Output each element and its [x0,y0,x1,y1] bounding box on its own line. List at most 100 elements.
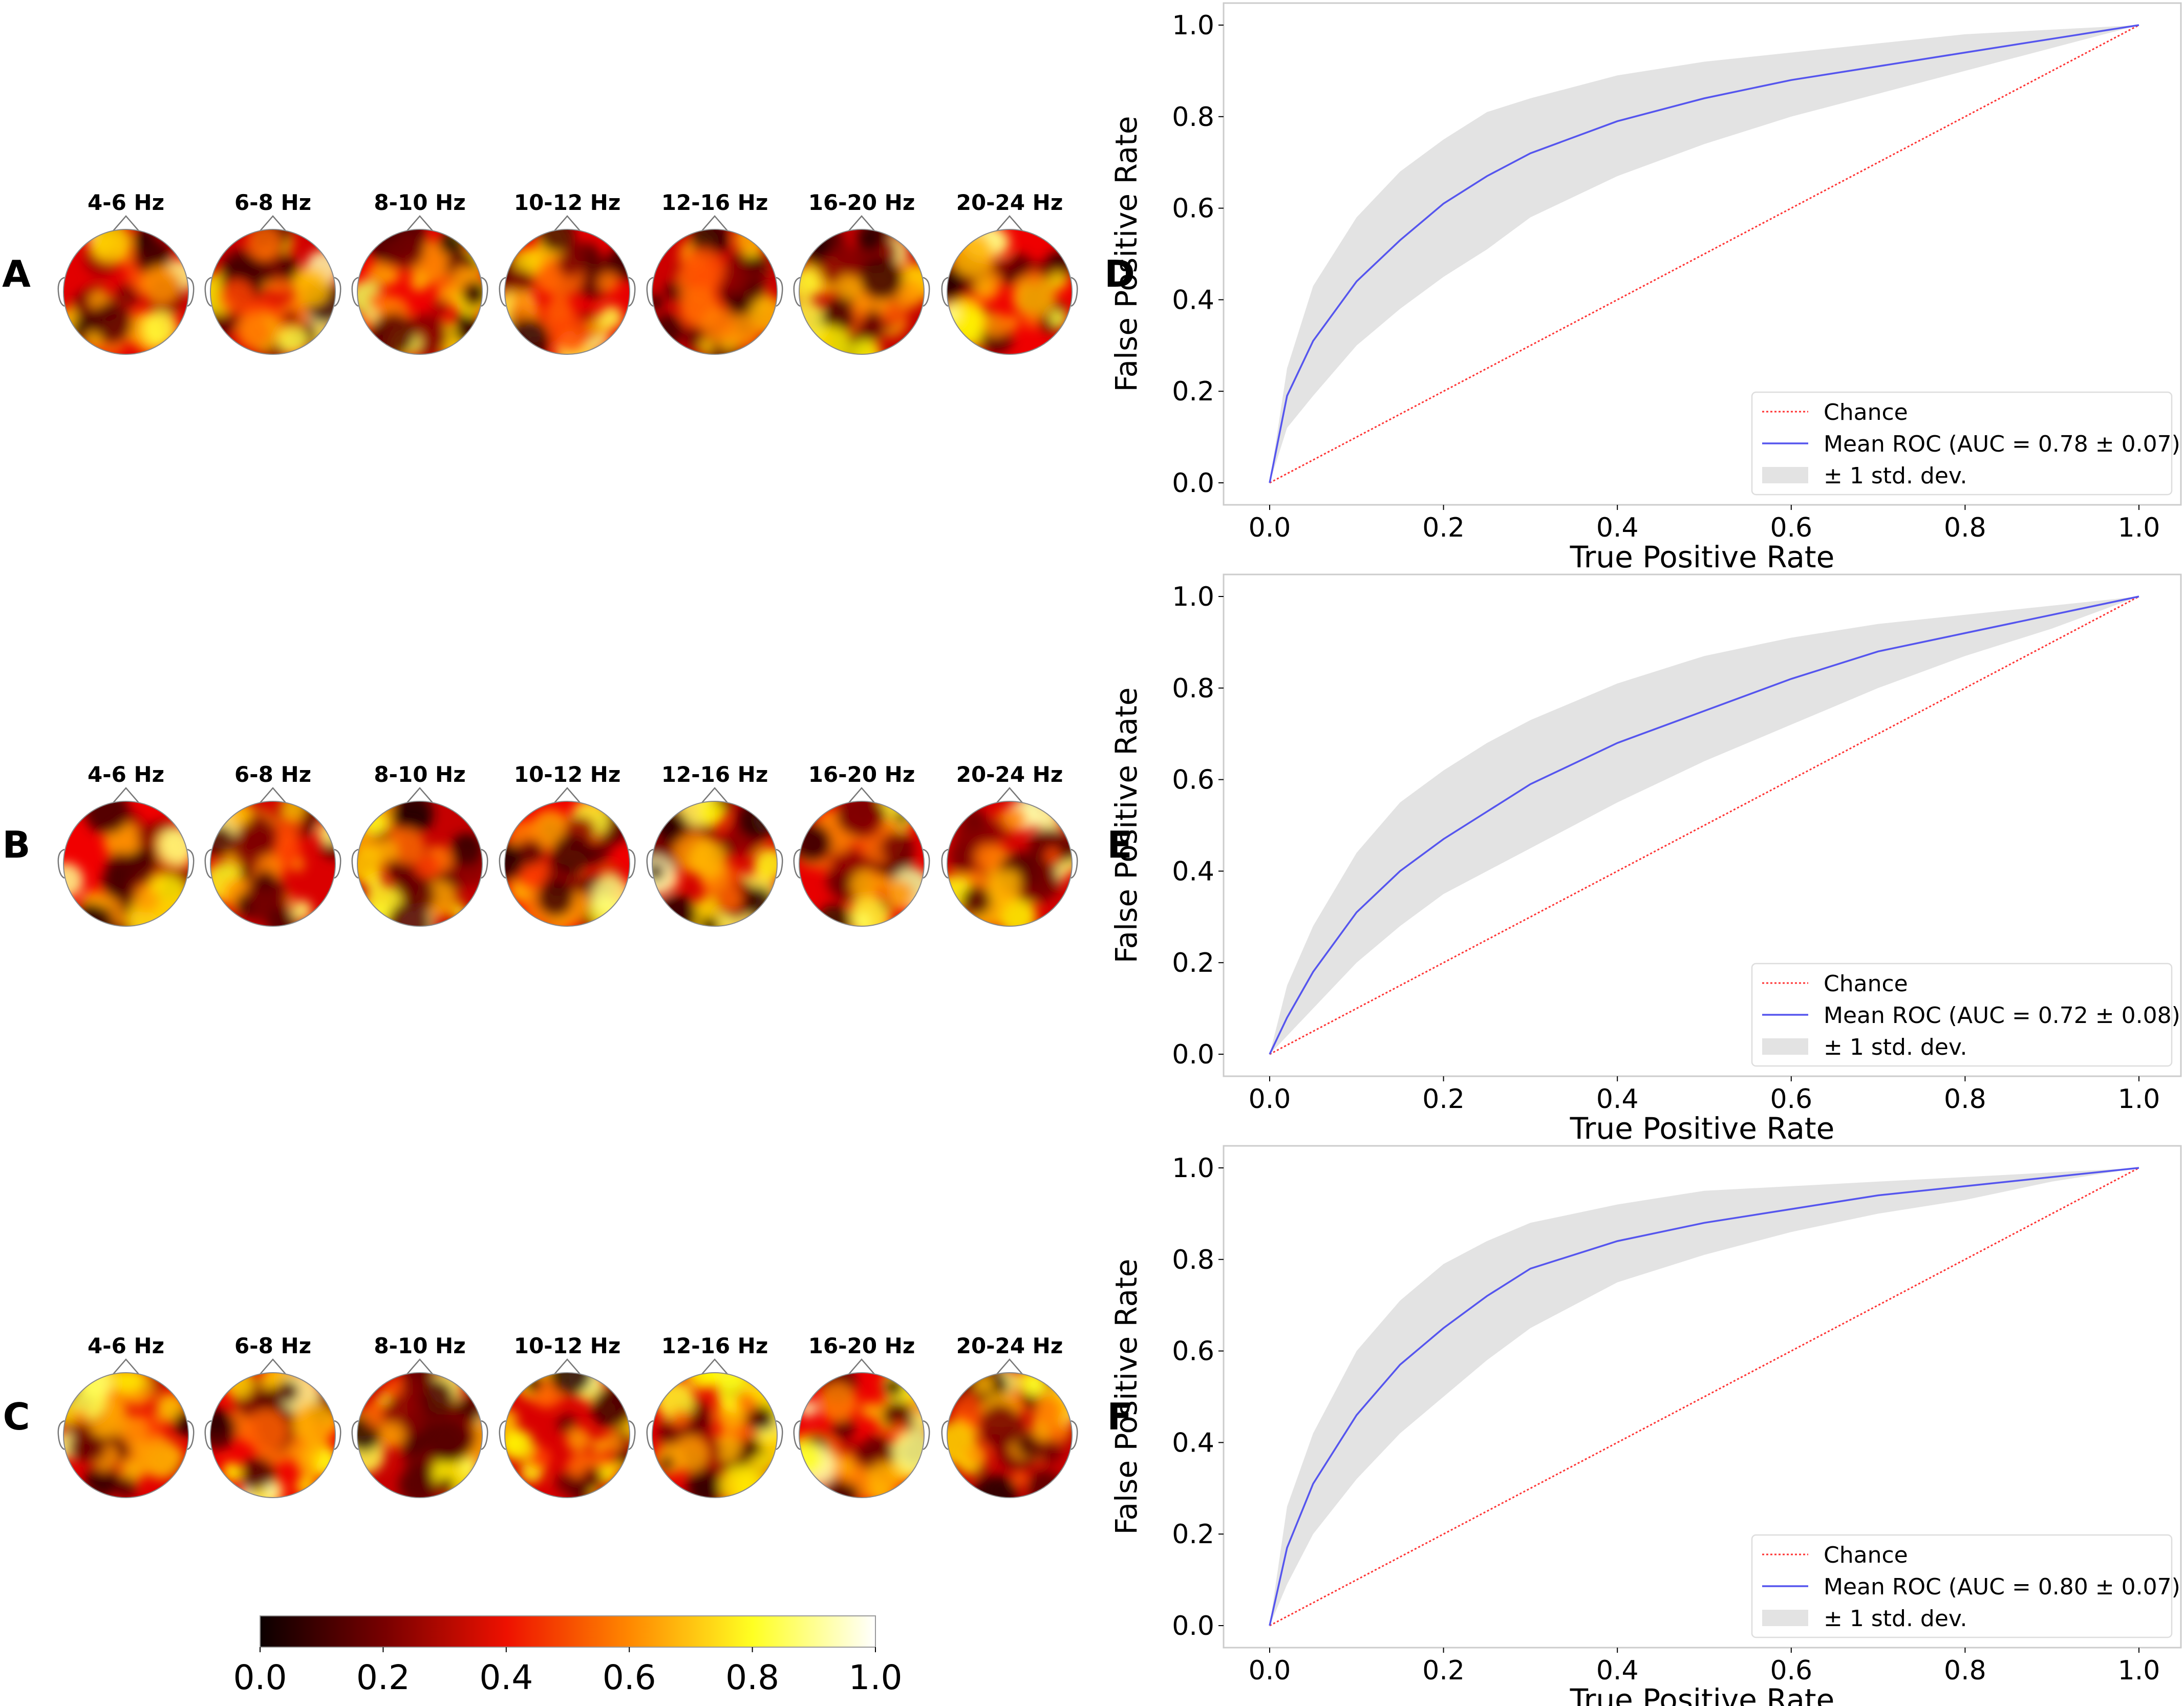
head-outline [652,229,778,355]
left-ear-outline [351,848,359,879]
left-ear-outline [793,276,801,307]
nose-outline [112,787,140,804]
x-tick-label: 1.0 [2118,513,2160,543]
topomap-label: 10-12 Hz [514,762,621,787]
x-tick-label: 0.6 [1770,513,1812,543]
right-ear-outline [334,1420,341,1451]
legend-entry: ± 1 std. dev. [1824,1606,1967,1632]
head-outline [210,1372,336,1498]
plot-frame [1223,2,2182,506]
head-outline [210,801,336,927]
colorbar-gradient [260,1615,876,1648]
legend-swatch-band [1762,467,1808,483]
head-outline [799,1372,925,1498]
panel-letter-f: F [1107,1395,1132,1438]
topomap-label: 10-12 Hz [514,1333,621,1358]
head-outline [63,229,189,355]
right-ear-outline [1070,1420,1078,1451]
y-tick-label: 0.4 [1172,285,1214,315]
head-outline [799,801,925,927]
colorbar-tick-label: 0.0 [233,1658,287,1697]
nose-outline [848,787,875,804]
y-tick-label: 1.0 [1172,1153,1214,1184]
legend-entry: Chance [1824,1542,1908,1568]
x-tick-label: 0.2 [1422,1655,1465,1686]
x-tick-label: 0.0 [1249,1084,1291,1115]
nose-outline [406,215,434,232]
topomap-label: 12-16 Hz [661,190,768,215]
head-outline [504,1372,630,1498]
x-tick-label: 0.0 [1249,1655,1291,1686]
left-ear-outline [351,276,359,307]
left-ear-outline [204,276,212,307]
left-ear-outline [646,848,654,879]
nose-outline [701,1358,729,1375]
roc-chart-d: 0.0 0.2 0.4 0.6 0.8 1.0 0.0 0.2 0.4 0.6 0.8 1.0 True… [1109,2,2182,574]
legend: Chance Mean ROC (AUC = 0.72 ± 0.08) ± 1 st… [1751,963,2180,1067]
topomap-c-4: 10-12 Hz [499,1333,636,1498]
topomap-label: 6-8 Hz [234,762,311,787]
topomap-a-7: 20-24 Hz [941,190,1078,355]
y-tick-label: 0.0 [1172,468,1214,499]
nose-outline [553,1358,581,1375]
roc-chart-e: 0.0 0.2 0.4 0.6 0.8 1.0 0.0 0.2 0.4 0.6 0.8 1.0 True… [1109,573,2182,1146]
mean-roc-line [1269,24,2139,483]
y-tick-label: 0.6 [1172,1336,1214,1367]
y-tick-label: 0.4 [1172,856,1214,887]
colorbar: 0.0 0.2 0.4 0.6 0.8 1.0 [233,1615,902,1697]
topomap-a-5: 12-16 Hz [646,190,783,355]
roc-chart-f: 0.0 0.2 0.4 0.6 0.8 1.0 0.0 0.2 0.4 0.6 0.8 1.0 True… [1109,1145,2182,1706]
plot-frame [1223,1145,2182,1649]
right-ear-outline [481,276,488,307]
y-axis-label: False Positive Rate [1109,116,1144,392]
x-tick-label: 0.4 [1596,1655,1639,1686]
topomap-grid: 4-6 Hz 6-8 Hz 8-10 Hz 10-12 Hz 12-16 Hz 16-20… [57,190,1078,1498]
topomap-b-2: 6-8 Hz [204,762,341,927]
panel-letter-b: B [3,823,31,866]
mean-roc-line [1269,1167,2139,1626]
panel-letter-e: E [1107,823,1132,866]
nose-outline [259,215,287,232]
left-ear-outline [351,1420,359,1451]
topomap-c-2: 6-8 Hz [204,1333,341,1498]
topomap-a-1: 4-6 Hz [57,190,195,355]
topomap-b-1: 4-6 Hz [57,762,195,927]
nose-outline [553,787,581,804]
nose-outline [996,1358,1023,1375]
x-tick-label: 0.6 [1770,1084,1812,1115]
right-ear-outline [187,1420,195,1451]
nose-outline [112,1358,140,1375]
head-outline [652,801,778,927]
x-axis-label: True Positive Rate [1570,1111,1835,1146]
topomap-label: 16-20 Hz [808,190,915,215]
std-band [1270,1168,2139,1626]
legend-entry: Chance [1824,399,1908,425]
colorbar-tick-label: 0.2 [356,1658,410,1697]
left-ear-outline [941,1420,949,1451]
std-band [1270,596,2139,1054]
y-tick-label: 0.0 [1172,1039,1214,1070]
nose-outline [996,787,1023,804]
topomap-label: 12-16 Hz [661,1333,768,1358]
right-ear-outline [481,848,488,879]
nose-outline [112,215,140,232]
topomap-label: 8-10 Hz [374,762,465,787]
head-outline [947,229,1073,355]
right-ear-outline [628,276,636,307]
right-ear-outline [481,1420,488,1451]
topomap-b-7: 20-24 Hz [941,762,1078,927]
left-ear-outline [57,848,65,879]
colorbar-tick-label: 0.4 [479,1658,533,1697]
x-tick-label: 0.4 [1596,1084,1639,1115]
topomap-c-5: 12-16 Hz [646,1333,783,1498]
y-tick-label: 0.8 [1172,673,1214,704]
right-ear-outline [187,848,195,879]
topomap-label: 6-8 Hz [234,1333,311,1358]
topomap-label: 16-20 Hz [808,762,915,787]
topomap-b-6: 16-20 Hz [793,762,930,927]
plot-frame [1223,573,2182,1077]
right-ear-outline [334,276,341,307]
head-outline [357,1372,483,1498]
left-ear-outline [646,276,654,307]
